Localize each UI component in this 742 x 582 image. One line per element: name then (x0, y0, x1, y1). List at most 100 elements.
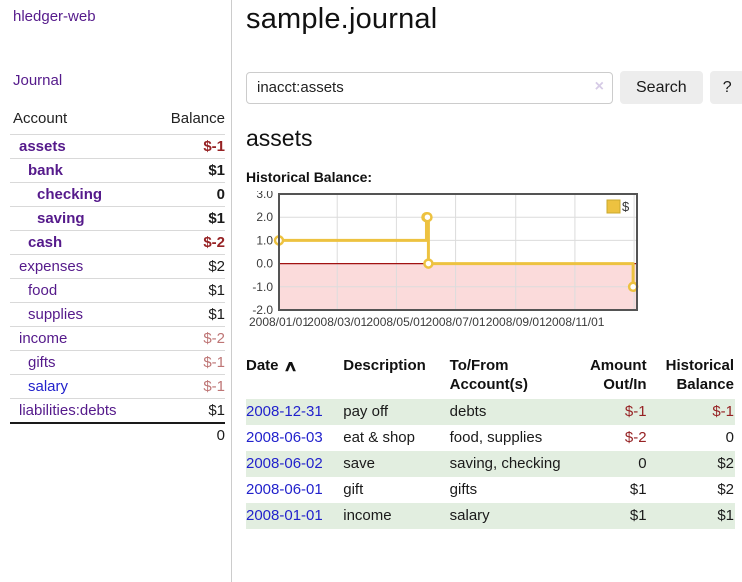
account-link[interactable]: liabilities:debts (19, 402, 117, 419)
svg-text:3.0: 3.0 (256, 191, 273, 201)
date-link[interactable]: 2008-06-02 (246, 455, 323, 472)
sort-asc-icon: ∧ (282, 358, 298, 375)
account-row: bank $1 (10, 158, 225, 183)
description-cell: eat & shop (343, 429, 415, 446)
accounts-cell: food, supplies (449, 429, 543, 446)
account-link[interactable]: assets (19, 138, 66, 155)
register-row: 2008-12-31 pay off debts $-1 $-1 (246, 399, 735, 425)
account-balance: $1 (208, 402, 225, 419)
amount-cell: 0 (638, 455, 647, 472)
account-row: checking 0 (10, 182, 225, 207)
account-link[interactable]: income (19, 330, 68, 347)
accounts-cell: gifts (449, 481, 478, 498)
search-input[interactable] (246, 71, 613, 104)
svg-text:2008/09/01: 2008/09/01 (486, 315, 546, 329)
account-link[interactable]: checking (37, 186, 103, 203)
col-accounts: To/From Account(s) (449, 357, 528, 393)
help-button[interactable]: ? (709, 71, 742, 104)
legend-swatch (606, 199, 621, 214)
account-link[interactable]: bank (28, 162, 64, 179)
app-title-link[interactable]: hledger-web (13, 8, 96, 25)
account-heading: assets (246, 125, 313, 151)
legend-label: $ (622, 199, 630, 214)
date-link[interactable]: 2008-01-01 (246, 507, 323, 524)
date-link[interactable]: 2008-06-01 (246, 481, 323, 498)
svg-text:2008/11/01: 2008/11/01 (545, 315, 604, 329)
accounts-header-balance: Balance (170, 110, 225, 127)
col-balance: Historical Balance (665, 357, 734, 393)
data-point-marker (423, 258, 434, 269)
register-table: Date ∧ Description To/From Account(s) Amo… (246, 354, 735, 529)
balance-cell: $1 (717, 507, 734, 524)
accounts-header-account: Account (13, 110, 68, 127)
nav-journal-link[interactable]: Journal (13, 72, 63, 89)
account-row: salary $-1 (10, 374, 225, 399)
account-balance: $-1 (203, 138, 225, 155)
account-row: cash $-2 (10, 230, 225, 255)
accounts-total-row: 0 (10, 423, 225, 447)
col-amount: Amount Out/In (589, 357, 647, 393)
account-link[interactable]: supplies (28, 306, 84, 323)
register-row: 2008-06-03 eat & shop food, supplies $-2 0 (246, 425, 735, 451)
page-title: sample.journal (246, 3, 438, 35)
account-row: income $-2 (10, 326, 225, 351)
clear-search-icon[interactable]: × (594, 77, 604, 95)
balance-cell: $-1 (712, 403, 734, 420)
col-description: Description (343, 357, 426, 374)
account-link[interactable]: cash (28, 234, 63, 251)
account-tree-header: Account Balance (10, 108, 225, 135)
accounts-cell: saving, checking (449, 455, 561, 472)
search-form: × Search ? (246, 71, 742, 104)
balance-cell: $2 (717, 481, 734, 498)
description-cell: pay off (343, 403, 389, 420)
account-balance: $-1 (203, 354, 225, 371)
col-date[interactable]: Date ∧ (246, 357, 298, 375)
account-link[interactable]: expenses (19, 258, 84, 275)
account-balance: $-2 (203, 234, 225, 251)
data-point-marker (627, 281, 639, 293)
account-balance: $1 (208, 282, 225, 299)
svg-text:2.0: 2.0 (256, 210, 273, 224)
amount-cell: $-2 (624, 429, 647, 446)
description-cell: gift (343, 481, 364, 498)
historical-balance-chart[interactable]: -2.0 -1.0 0.0 1.0 2.0 3.0 2008/01/01 2008/03/01… (246, 187, 646, 335)
register-row: 2008-06-02 save saving, checking 0 $2 (246, 451, 735, 477)
balance-cell: $2 (717, 455, 734, 472)
account-row: food $1 (10, 278, 225, 303)
amount-cell: $1 (629, 481, 647, 498)
account-link[interactable]: gifts (28, 354, 56, 371)
main-content: sample.journal × Search ? assets Histori… (233, 0, 742, 582)
svg-text:2008/07/01: 2008/07/01 (426, 315, 486, 329)
date-link[interactable]: 2008-06-03 (246, 429, 323, 446)
description-cell: income (343, 507, 392, 524)
amount-cell: $-1 (624, 403, 647, 420)
description-cell: save (343, 455, 375, 472)
register-row: 2008-06-01 gift gifts $1 $2 (246, 477, 735, 503)
accounts-total-value: 0 (216, 427, 225, 444)
accounts-cell: debts (449, 403, 487, 420)
account-balance: $1 (208, 162, 225, 179)
account-link[interactable]: food (28, 282, 58, 299)
svg-text:-1.0: -1.0 (252, 280, 273, 294)
account-link[interactable]: salary (28, 378, 69, 395)
date-link[interactable]: 2008-12-31 (246, 403, 323, 420)
account-row: gifts $-1 (10, 350, 225, 375)
account-balance: $2 (208, 258, 225, 275)
account-link[interactable]: saving (37, 210, 85, 227)
search-input-wrap: × (246, 71, 613, 104)
balance-cell: 0 (725, 429, 734, 446)
account-row: liabilities:debts $1 (10, 398, 225, 424)
account-row: supplies $1 (10, 302, 225, 327)
balance-chart-svg: -2.0 -1.0 0.0 1.0 2.0 3.0 2008/01/012008/03/01… (249, 187, 639, 329)
svg-text:2008/05/01: 2008/05/01 (366, 315, 426, 329)
account-balance: $1 (208, 306, 225, 323)
svg-text:2008/01/01: 2008/01/01 (249, 315, 309, 329)
sidebar: hledger-web Journal Account Balance asse… (0, 0, 232, 582)
register-row: 2008-01-01 income salary $1 $1 (246, 503, 735, 529)
account-balance: 0 (216, 186, 225, 203)
amount-cell: $1 (629, 507, 647, 524)
search-button[interactable]: Search (620, 71, 703, 104)
account-tree: Account Balance assets $-1 bank $1 checking 0… (10, 108, 225, 447)
account-row: saving $1 (10, 206, 225, 231)
chart-title: Historical Balance: (246, 169, 373, 185)
